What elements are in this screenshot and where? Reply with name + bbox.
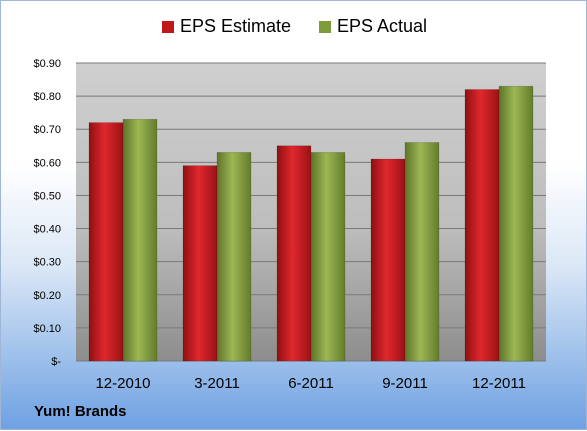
bar-eps-estimate	[88, 122, 124, 362]
bar-eps-estimate	[182, 165, 218, 362]
y-tick-label: $0.40	[33, 224, 61, 236]
legend-item-estimate: EPS Estimate	[161, 16, 291, 37]
bar-eps-actual	[310, 152, 346, 362]
x-tick-label: 9-2011	[382, 375, 428, 392]
bar-eps-actual	[498, 85, 534, 362]
legend: EPS Estimate EPS Actual	[1, 16, 587, 37]
y-tick-label: $0.50	[33, 190, 61, 202]
bar-eps-actual	[122, 119, 158, 362]
bar-eps-estimate	[464, 89, 500, 362]
bar-eps-actual	[404, 142, 440, 362]
x-tick-label: 12-2011	[472, 375, 526, 392]
company-name: Yum! Brands	[34, 403, 127, 420]
bar-eps-estimate	[276, 145, 312, 362]
y-tick-label: $0.60	[33, 157, 61, 169]
y-tick-label: $-	[51, 356, 61, 368]
y-tick-label: $0.90	[33, 58, 61, 70]
y-tick-label: $0.70	[33, 124, 61, 136]
legend-item-actual: EPS Actual	[318, 16, 428, 37]
legend-label-estimate: EPS Estimate	[179, 16, 291, 36]
x-tick-label: 3-2011	[194, 375, 240, 392]
x-tick-label: 12-2010	[95, 375, 150, 392]
legend-swatch-estimate	[161, 20, 174, 33]
y-tick-label: $0.80	[33, 91, 61, 103]
x-tick-label: 6-2011	[288, 375, 334, 392]
y-tick-label: $0.30	[33, 257, 61, 269]
y-tick-label: $0.10	[33, 323, 61, 335]
legend-swatch-actual	[318, 20, 331, 33]
legend-label-actual: EPS Actual	[336, 16, 428, 36]
bar-eps-actual	[216, 152, 252, 362]
y-tick-label: $0.20	[33, 290, 61, 302]
bar-eps-estimate	[370, 158, 406, 362]
